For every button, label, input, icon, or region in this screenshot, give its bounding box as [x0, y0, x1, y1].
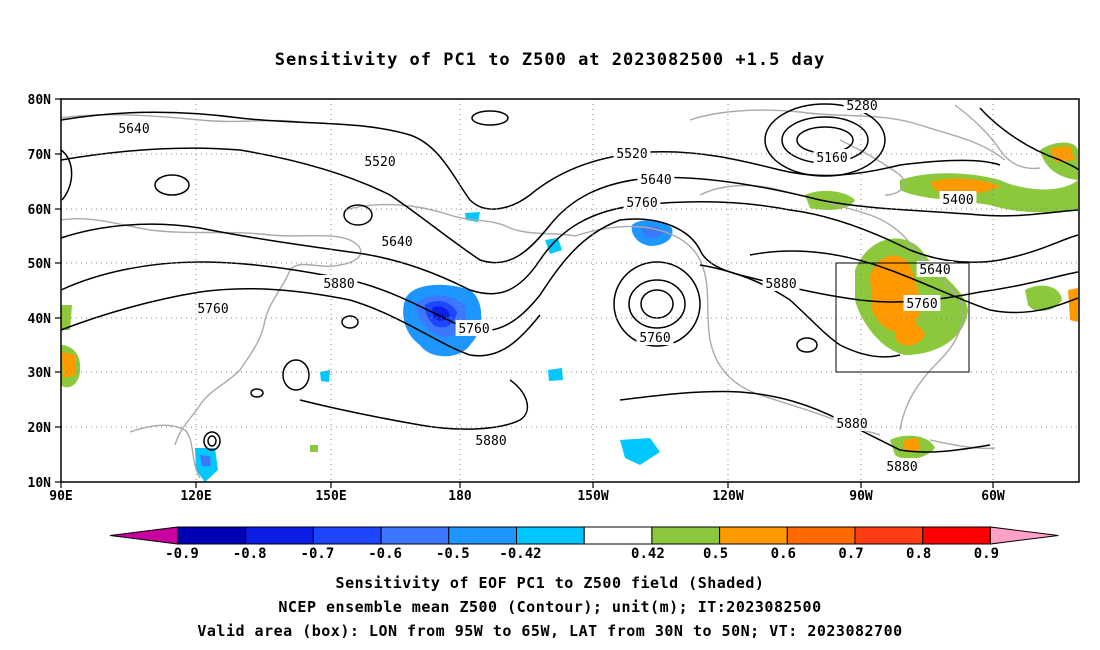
lat-label: 70N: [28, 148, 52, 163]
map-title: Sensitivity of PC1 to Z500 at 2023082500…: [274, 50, 826, 70]
colorbar-label: 0.7: [838, 546, 863, 562]
contour-label: 5880: [323, 277, 354, 292]
contour-label: 5880: [886, 460, 917, 475]
lon-label: 150E: [315, 489, 346, 504]
contour-label: 5400: [942, 193, 973, 208]
contour-label: 5640: [919, 263, 950, 278]
colorbar-swatch: [719, 526, 788, 545]
colorbar-swatch: [516, 526, 585, 545]
longitude-labels: 90E 120E 150E 180 150W 120W 90W 60W: [49, 482, 1005, 504]
z500-contours: [60, 103, 1079, 453]
contour-label: 5640: [118, 122, 149, 137]
lat-label: 30N: [28, 366, 52, 381]
lon-label: 60W: [981, 489, 1005, 504]
contour-label: 5160: [816, 151, 847, 166]
sensitivity-shading: [61, 142, 1078, 482]
colorbar-low-end: [109, 526, 179, 545]
colorbar-swatch: [786, 526, 856, 545]
colorbar-swatch: [177, 526, 247, 545]
lon-label: 90E: [49, 489, 72, 504]
colorbar-label: -0.6: [368, 546, 402, 562]
lon-label: 90W: [849, 489, 873, 504]
contour-label: 5760: [197, 302, 228, 317]
colorbar-swatch: [854, 526, 924, 545]
colorbar-swatch: [922, 526, 991, 545]
colorbar-label: 0.5: [703, 546, 728, 562]
contour-label: 5880: [765, 277, 796, 292]
contour-label: 5520: [364, 155, 395, 170]
contour-label: 5760: [626, 196, 657, 211]
colorbar-high-end: [989, 526, 1059, 545]
footer-line-1: Sensitivity of EOF PC1 to Z500 field (Sh…: [335, 574, 765, 592]
colorbar-label: 0.8: [906, 546, 931, 562]
contour-label: 5880: [475, 434, 506, 449]
lat-label: 40N: [28, 312, 52, 327]
lat-label: 60N: [28, 203, 52, 218]
contour-label: 5760: [639, 331, 670, 346]
colorbar-label: -0.5: [436, 546, 470, 562]
lat-label: 20N: [28, 421, 52, 436]
contour-label: 5280: [846, 99, 877, 114]
colorbar-label: 0.6: [771, 546, 796, 562]
colorbar-swatch: [380, 526, 450, 545]
colorbar-swatch: [312, 526, 382, 545]
lat-label: 10N: [28, 476, 52, 491]
lon-label: 180: [448, 489, 472, 504]
colorbar-label: 0.9: [974, 546, 999, 562]
colorbar-swatch: [448, 526, 517, 545]
colorbar-label: 0.42: [631, 546, 665, 562]
lon-label: 120W: [712, 489, 743, 504]
colorbar-swatch: [651, 526, 721, 545]
colorbar-swatch: [583, 526, 653, 545]
map-frame: [60, 98, 1080, 483]
contour-label: 5640: [640, 173, 671, 188]
colorbar-label: -0.8: [233, 546, 267, 562]
lat-label: 80N: [28, 93, 52, 108]
lon-label: 120E: [180, 489, 211, 504]
colorbar-label: -0.42: [499, 546, 541, 562]
footer-line-3: Valid area (box): LON from 95W to 65W, L…: [197, 622, 903, 640]
colorbar-label: -0.9: [165, 546, 199, 562]
contour-label: 5880: [836, 417, 867, 432]
contour-label: 5640: [381, 235, 412, 250]
lat-label: 50N: [28, 257, 52, 272]
lon-label: 150W: [577, 489, 608, 504]
valid-area-box: [835, 262, 970, 373]
colorbar-label: -0.7: [301, 546, 335, 562]
colorbar: -0.9 -0.8 -0.7 -0.6 -0.5 -0.42 0.42 0.5 0.6 0.7 0.…: [109, 526, 1059, 562]
colorbar-swatch: [245, 526, 314, 545]
latitude-labels: 80N 70N 60N 50N 40N 30N 20N 10N: [28, 93, 61, 491]
contour-label: 5760: [458, 322, 489, 337]
footer-line-2: NCEP ensemble mean Z500 (Contour); unit(…: [278, 598, 822, 616]
contour-label: 5760: [906, 297, 937, 312]
